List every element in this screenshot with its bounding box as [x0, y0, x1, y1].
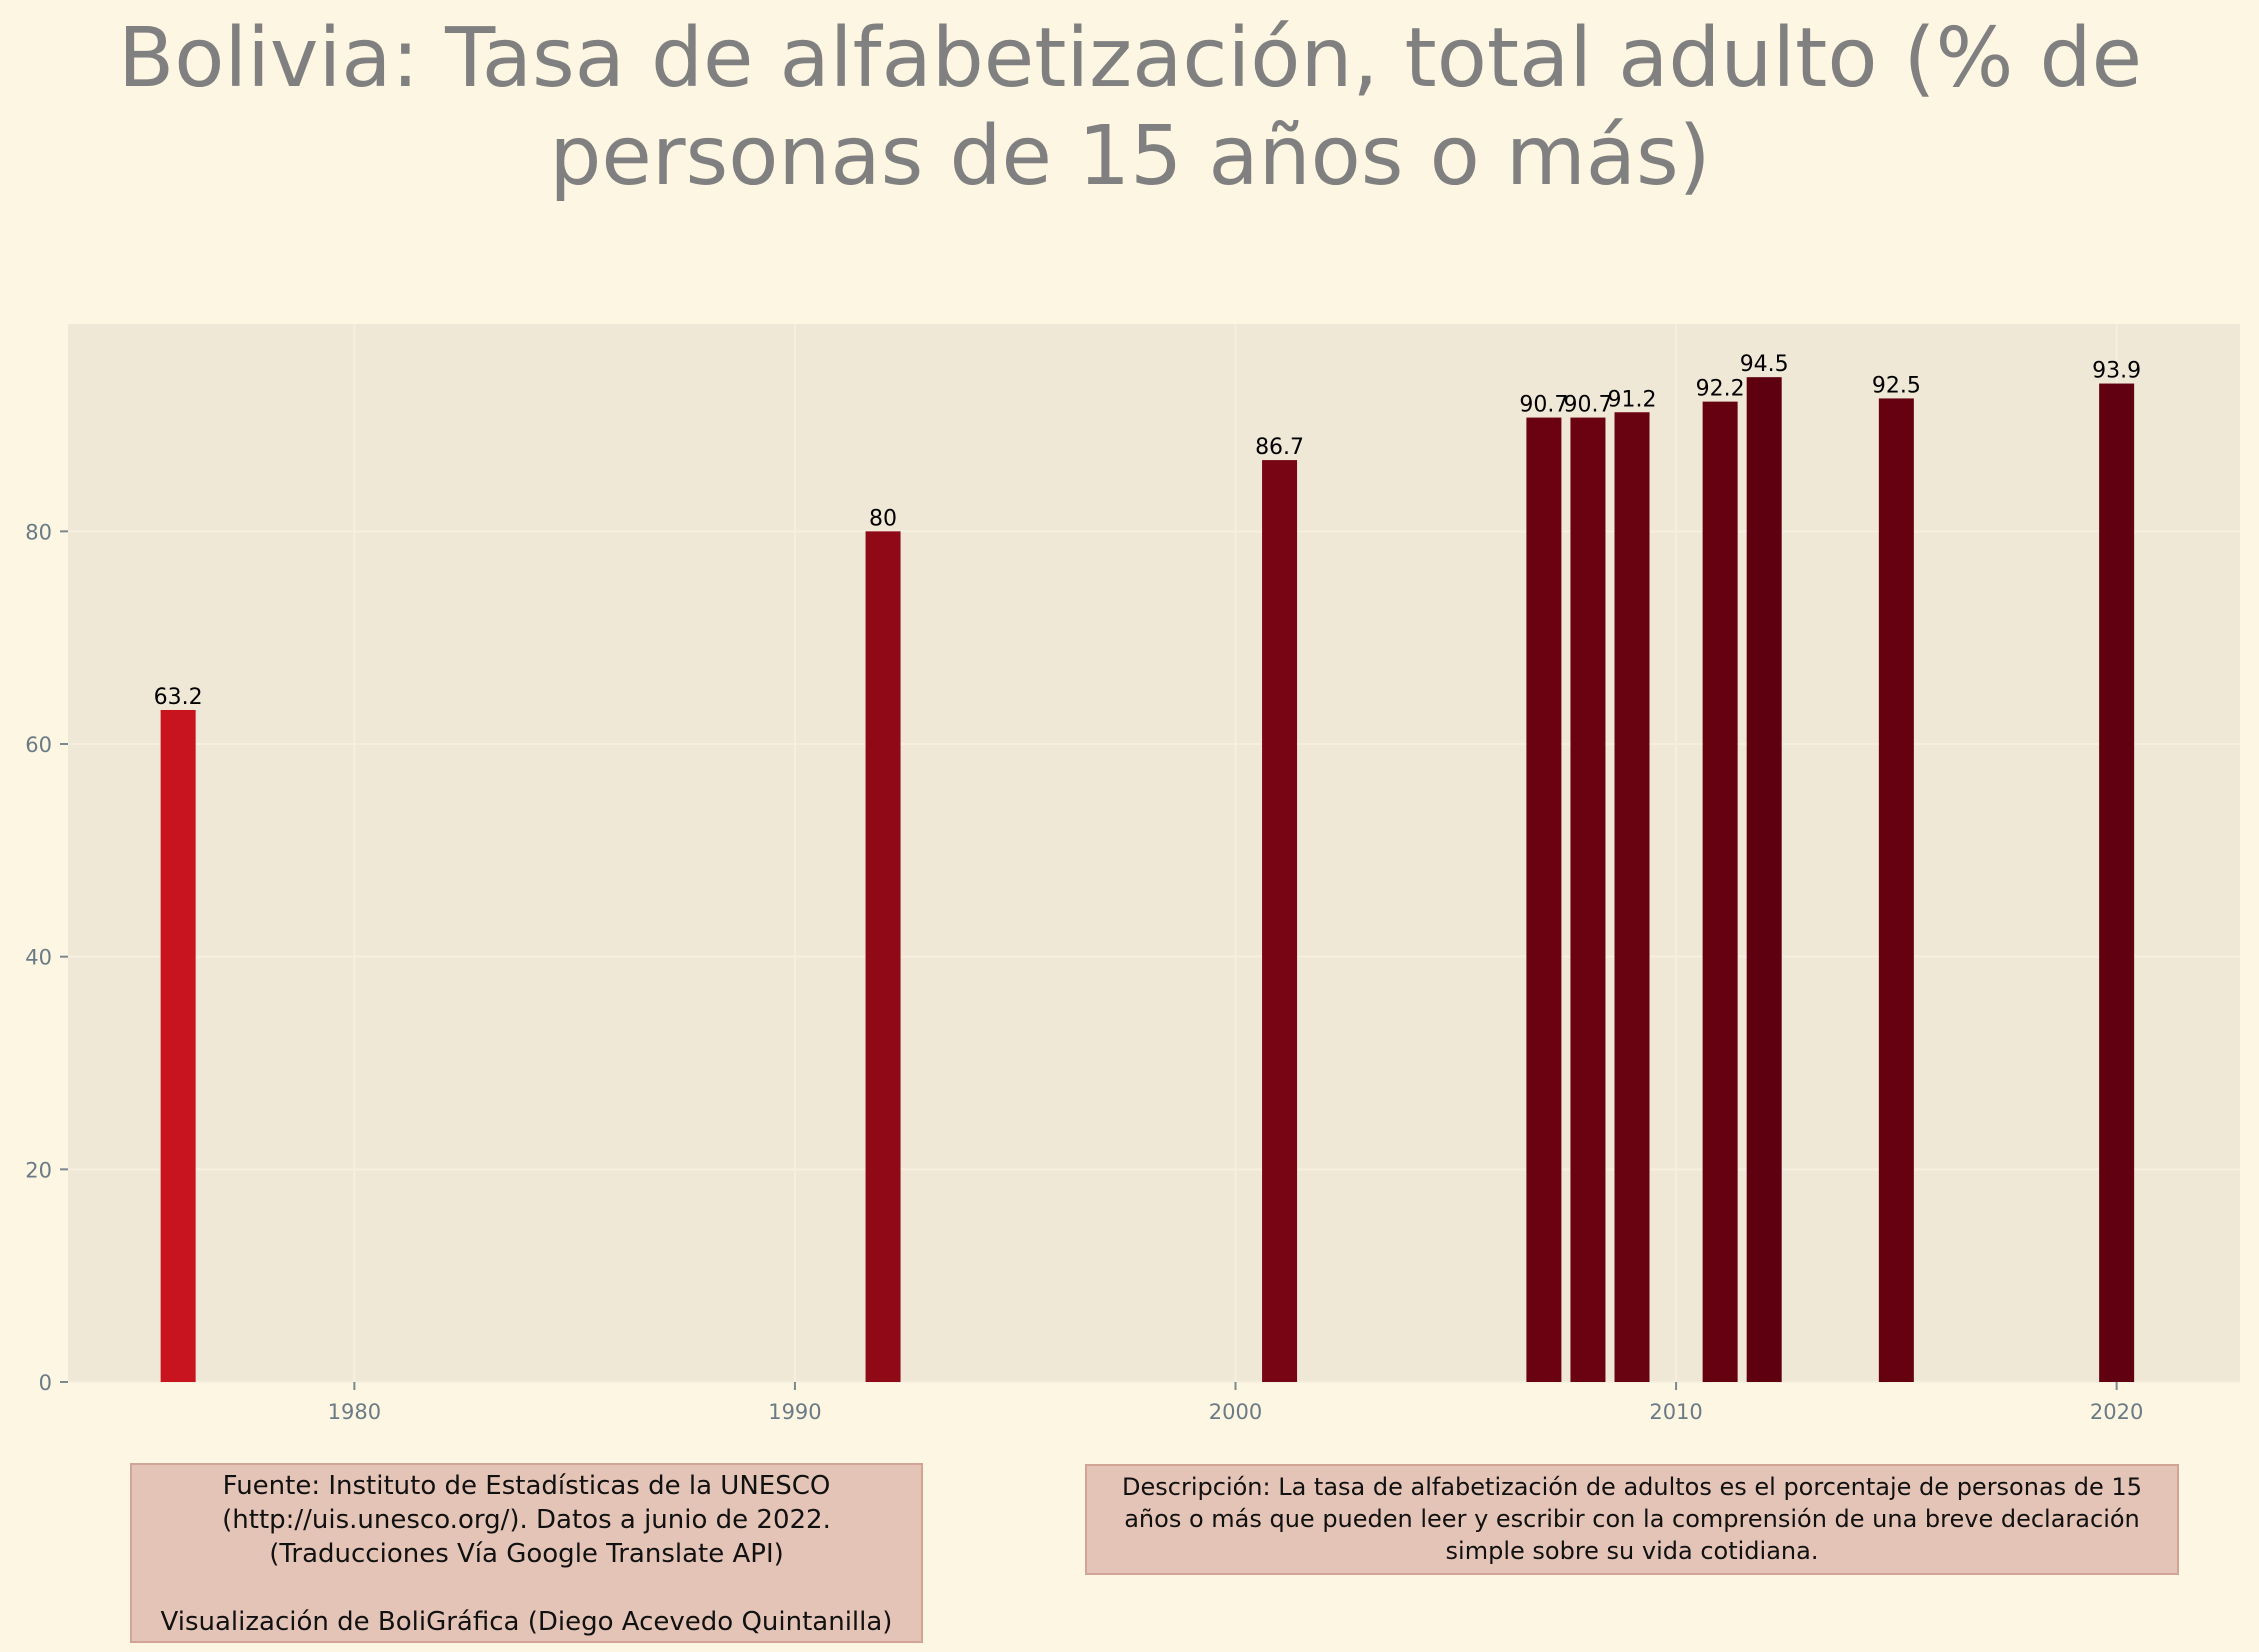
- chart-title: Bolivia: Tasa de alfabetización, total a…: [117, 11, 2143, 204]
- bar-value-label: 80: [869, 506, 897, 531]
- y-tick-label: 0: [39, 1371, 52, 1395]
- source-line: (http://uis.unesco.org/). Datos a junio …: [222, 1505, 831, 1535]
- bar-value-label: 94.5: [1740, 352, 1789, 377]
- bar: [865, 531, 901, 1382]
- source-line: Visualización de BoliGráfica (Diego Acev…: [160, 1607, 893, 1637]
- bar: [1746, 377, 1782, 1382]
- bar: [160, 709, 196, 1382]
- bar-value-label: 91.2: [1608, 387, 1657, 412]
- bar-value-label: 92.5: [1872, 373, 1921, 398]
- bar-value-label: 86.7: [1255, 435, 1304, 460]
- source-note: Fuente: Instituto de Estadísticas de la …: [130, 1463, 923, 1643]
- source-line: (Traducciones Vía Google Translate API): [269, 1539, 784, 1569]
- x-axis: 1980 1990 2000 2010 2020: [328, 1382, 2143, 1424]
- y-axis: 0 20 40 60 80: [25, 520, 68, 1395]
- bar: [1570, 417, 1606, 1382]
- plot-area: [68, 324, 2240, 1382]
- x-tick-label: 2010: [1649, 1400, 1702, 1424]
- bar: [1702, 401, 1738, 1383]
- bar-value-label: 92.2: [1696, 377, 1745, 402]
- bar: [1526, 417, 1562, 1382]
- y-tick-label: 80: [25, 520, 52, 544]
- bar-value-label: 93.9: [2092, 359, 2141, 384]
- bars: [160, 377, 2135, 1383]
- x-tick-label: 2020: [2090, 1400, 2143, 1424]
- y-tick-label: 60: [25, 733, 52, 757]
- x-tick-label: 1990: [768, 1400, 821, 1424]
- description-note: Descripción: La tasa de alfabetización d…: [1085, 1464, 2179, 1575]
- source-spacer: [138, 1571, 915, 1605]
- bar: [2099, 383, 2135, 1382]
- bar-value-label: 90.7: [1519, 393, 1568, 418]
- y-tick-label: 20: [25, 1158, 52, 1182]
- bar-value-label: 63.2: [154, 685, 203, 710]
- bar-value-label: 90.7: [1563, 393, 1612, 418]
- bar: [1614, 412, 1650, 1383]
- bar: [1262, 460, 1298, 1383]
- source-line: Fuente: Instituto de Estadísticas de la …: [222, 1471, 831, 1501]
- grid-lines: [68, 324, 2240, 1383]
- y-tick-label: 40: [25, 946, 52, 970]
- x-tick-label: 1980: [328, 1400, 381, 1424]
- x-tick-label: 2000: [1209, 1400, 1262, 1424]
- bar: [1878, 398, 1914, 1383]
